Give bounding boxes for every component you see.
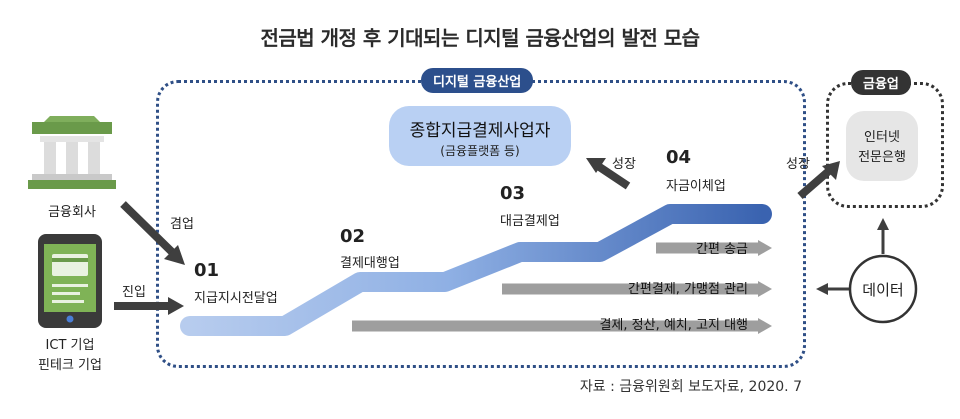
source-note: 자료 : 금융위원회 보도자료, 2020. 7 [579,379,802,395]
step-2-label: 결제대행업 [340,256,400,271]
bank-icon [28,116,116,189]
growth-arrow-right [797,161,840,200]
internet-bank-line1: 인터넷 [864,130,900,145]
growth-arrow-up [586,158,631,190]
digital-industry-label: 디지털 금융산업 [421,68,534,93]
data-circle [848,254,918,324]
internet-bank-line2: 전문은행 [858,150,906,165]
ict-line1: ICT 기업 [45,338,95,353]
data-label: 데이터 [862,281,904,299]
internet-bank-box [846,111,918,181]
data-arrow-left [816,283,850,295]
concurrent-label: 겸업 [170,217,194,232]
service-label-1: 간편 송금 [696,242,748,257]
entry-arrow [114,297,184,315]
data-arrow-up [877,218,889,254]
comprehensive-payment-title: 종합지급결제사업자 [409,121,551,141]
financial-industry-label: 금융업 [851,70,911,95]
ict-line2: 핀테크 기업 [38,358,102,373]
step-1-label: 지급지시전달업 [194,291,278,306]
service-bar-2 [502,281,772,297]
service-label-2: 간편결제, 가맹점 관리 [627,282,748,297]
financial-company-label: 금융회사 [48,205,96,220]
step-3-label: 대금결제업 [500,214,560,229]
step-4-number: 04 [666,147,692,168]
page-title: 전금법 개정 후 기대되는 디지털 금융산업의 발전 모습 [260,26,700,50]
comprehensive-payment-box [389,106,571,166]
concurrent-arrow [120,201,185,265]
phone-icon [38,234,102,328]
growth-label-right: 성장 [786,157,810,172]
step-1-number: 01 [194,260,220,281]
step-2-number: 02 [340,226,366,247]
service-bar-1 [656,240,772,256]
step-4-label: 자금이체업 [666,179,726,194]
service-label-3: 결제, 정산, 예치, 고지 대행 [599,318,748,333]
entry-label: 진입 [122,285,146,300]
service-bar-3 [352,318,772,334]
growth-staircase [180,204,772,336]
comprehensive-payment-subtitle: (금융플랫폼 등) [440,144,520,158]
step-3-number: 03 [500,183,526,204]
growth-label-top: 성장 [612,157,636,172]
